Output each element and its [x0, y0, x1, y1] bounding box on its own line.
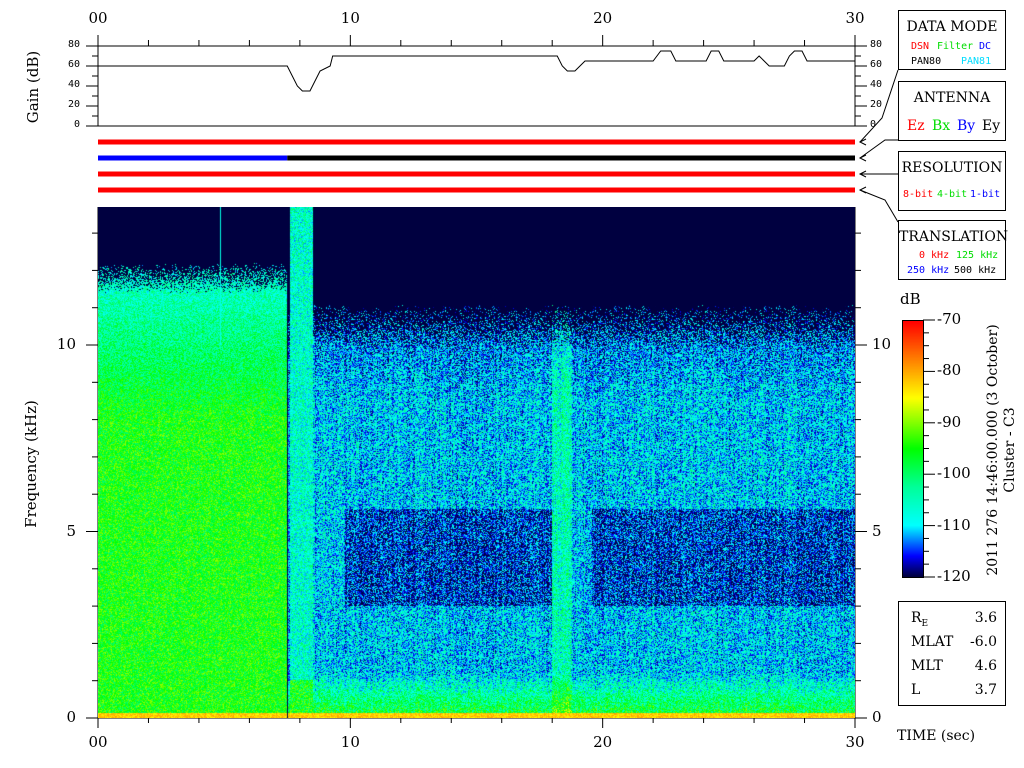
- bottom-time-tick-label: 00: [88, 733, 108, 751]
- connector-arrowhead: [858, 154, 867, 162]
- gain-tick-label-left: 60: [67, 59, 80, 70]
- colorbar-tick-label: -90: [937, 412, 962, 431]
- gain-tick-label-right: 80: [870, 39, 883, 50]
- legend-item: PAN81: [961, 56, 992, 67]
- colorbar-label: dB: [900, 290, 921, 308]
- datetime-label: 2011 276 14:46:00.000 (3 October): [985, 324, 1001, 576]
- info-label: L: [911, 682, 921, 698]
- legend-title: DATA MODE: [906, 19, 998, 35]
- bottom-time-tick-label: 20: [593, 733, 613, 751]
- info-label: RE: [911, 610, 929, 629]
- legend-title: ANTENNA: [913, 90, 991, 106]
- resolution-legend: RESOLUTION 8-bit 4-bit 1-bit: [898, 151, 1006, 211]
- info-label: MLAT: [911, 634, 954, 650]
- frequency-tick-label-right: 10: [872, 335, 892, 353]
- connector-arrowhead: [858, 186, 867, 194]
- frequency-tick-label-right: 0: [872, 708, 882, 726]
- gain-trace: [98, 50, 855, 92]
- colorbar-tick-label: -110: [937, 515, 971, 534]
- gain-tick-label-left: 20: [67, 99, 80, 110]
- legend-connector-line: [859, 139, 898, 159]
- status-bar-segment: [287, 155, 855, 161]
- bottom-time-tick-label: 30: [845, 733, 865, 751]
- frequency-tick-label-left: 0: [66, 708, 76, 726]
- connector-arrowhead: [858, 170, 867, 178]
- legend-item: Ey: [982, 118, 1001, 134]
- gain-tick-label-right: 20: [870, 99, 883, 110]
- colorbar-tick-label: -120: [937, 567, 971, 585]
- info-value: -6.0: [970, 634, 997, 650]
- colorbar: [902, 320, 924, 578]
- status-bar-segment: [98, 171, 855, 177]
- gain-tick-label-right: 0: [870, 119, 877, 130]
- legend-item: 4-bit: [937, 189, 968, 200]
- legend-item: 0 kHz: [919, 250, 950, 261]
- top-time-tick-label: 30: [845, 9, 865, 27]
- frequency-tick-label-right: 5: [872, 521, 882, 540]
- gain-tick-label-left: 80: [67, 39, 80, 50]
- legend-title: RESOLUTION: [901, 160, 1003, 176]
- orbit-info-box: RE 3.6 MLAT -6.0 MLT 4.6 L 3.7: [898, 601, 1006, 706]
- bottom-time-tick-label: 10: [340, 733, 360, 751]
- legend-item: Ez: [907, 118, 925, 134]
- legend-item: 125 kHz: [956, 250, 999, 261]
- info-value: 3.7: [974, 682, 997, 698]
- spacecraft-label: Cluster - C3: [1002, 407, 1018, 493]
- legend-item: 500 kHz: [954, 265, 997, 276]
- colorbar-tick-label: -70: [937, 310, 962, 328]
- connector-arrowhead: [858, 138, 867, 146]
- legend-item: DSN: [911, 41, 930, 52]
- legend-connector-line: [859, 189, 899, 223]
- gain-tick-label-right: 40: [870, 79, 883, 90]
- legend-item: 1-bit: [970, 189, 1001, 200]
- spectrogram: [98, 207, 855, 718]
- legend-item: By: [957, 118, 976, 134]
- antenna-legend: ANTENNA Ez Bx By Ey: [898, 81, 1006, 141]
- data-mode-legend: DATA MODE DSN Filter DC PAN80 PAN81: [898, 10, 1006, 70]
- legend-item: DC: [979, 41, 992, 52]
- legend-item: Bx: [932, 118, 951, 134]
- colorbar-tick-label: -100: [937, 464, 971, 483]
- legend-item: Filter: [937, 41, 974, 52]
- gain-tick-label-left: 0: [73, 119, 80, 130]
- info-value: 3.6: [974, 610, 997, 626]
- top-time-tick-label: 10: [340, 9, 360, 27]
- top-time-tick-label: 20: [593, 9, 613, 27]
- frequency-tick-label-left: 10: [56, 335, 76, 353]
- status-bar-segment: [98, 187, 855, 193]
- status-bar-segment: [98, 139, 855, 145]
- legend-item: PAN80: [911, 56, 942, 67]
- legend-title: TRANSLATION: [899, 229, 1009, 245]
- top-time-tick-label: 00: [88, 9, 108, 27]
- status-bar-segment: [98, 155, 288, 161]
- colorbar-tick-label: -80: [937, 361, 962, 380]
- gain-tick-label-right: 60: [870, 59, 883, 70]
- translation-legend: TRANSLATION 0 kHz 125 kHz 250 kHz 500 kH…: [898, 220, 1009, 280]
- legend-item: 8-bit: [903, 189, 934, 200]
- frequency-tick-label-left: 5: [66, 521, 76, 540]
- info-value: 4.6: [974, 658, 997, 674]
- info-label: MLT: [911, 658, 943, 674]
- time-axis-label: TIME (sec): [897, 728, 976, 744]
- gain-tick-label-left: 40: [67, 79, 80, 90]
- legend-item: 250 kHz: [907, 265, 950, 276]
- legend-connector-line: [859, 69, 899, 143]
